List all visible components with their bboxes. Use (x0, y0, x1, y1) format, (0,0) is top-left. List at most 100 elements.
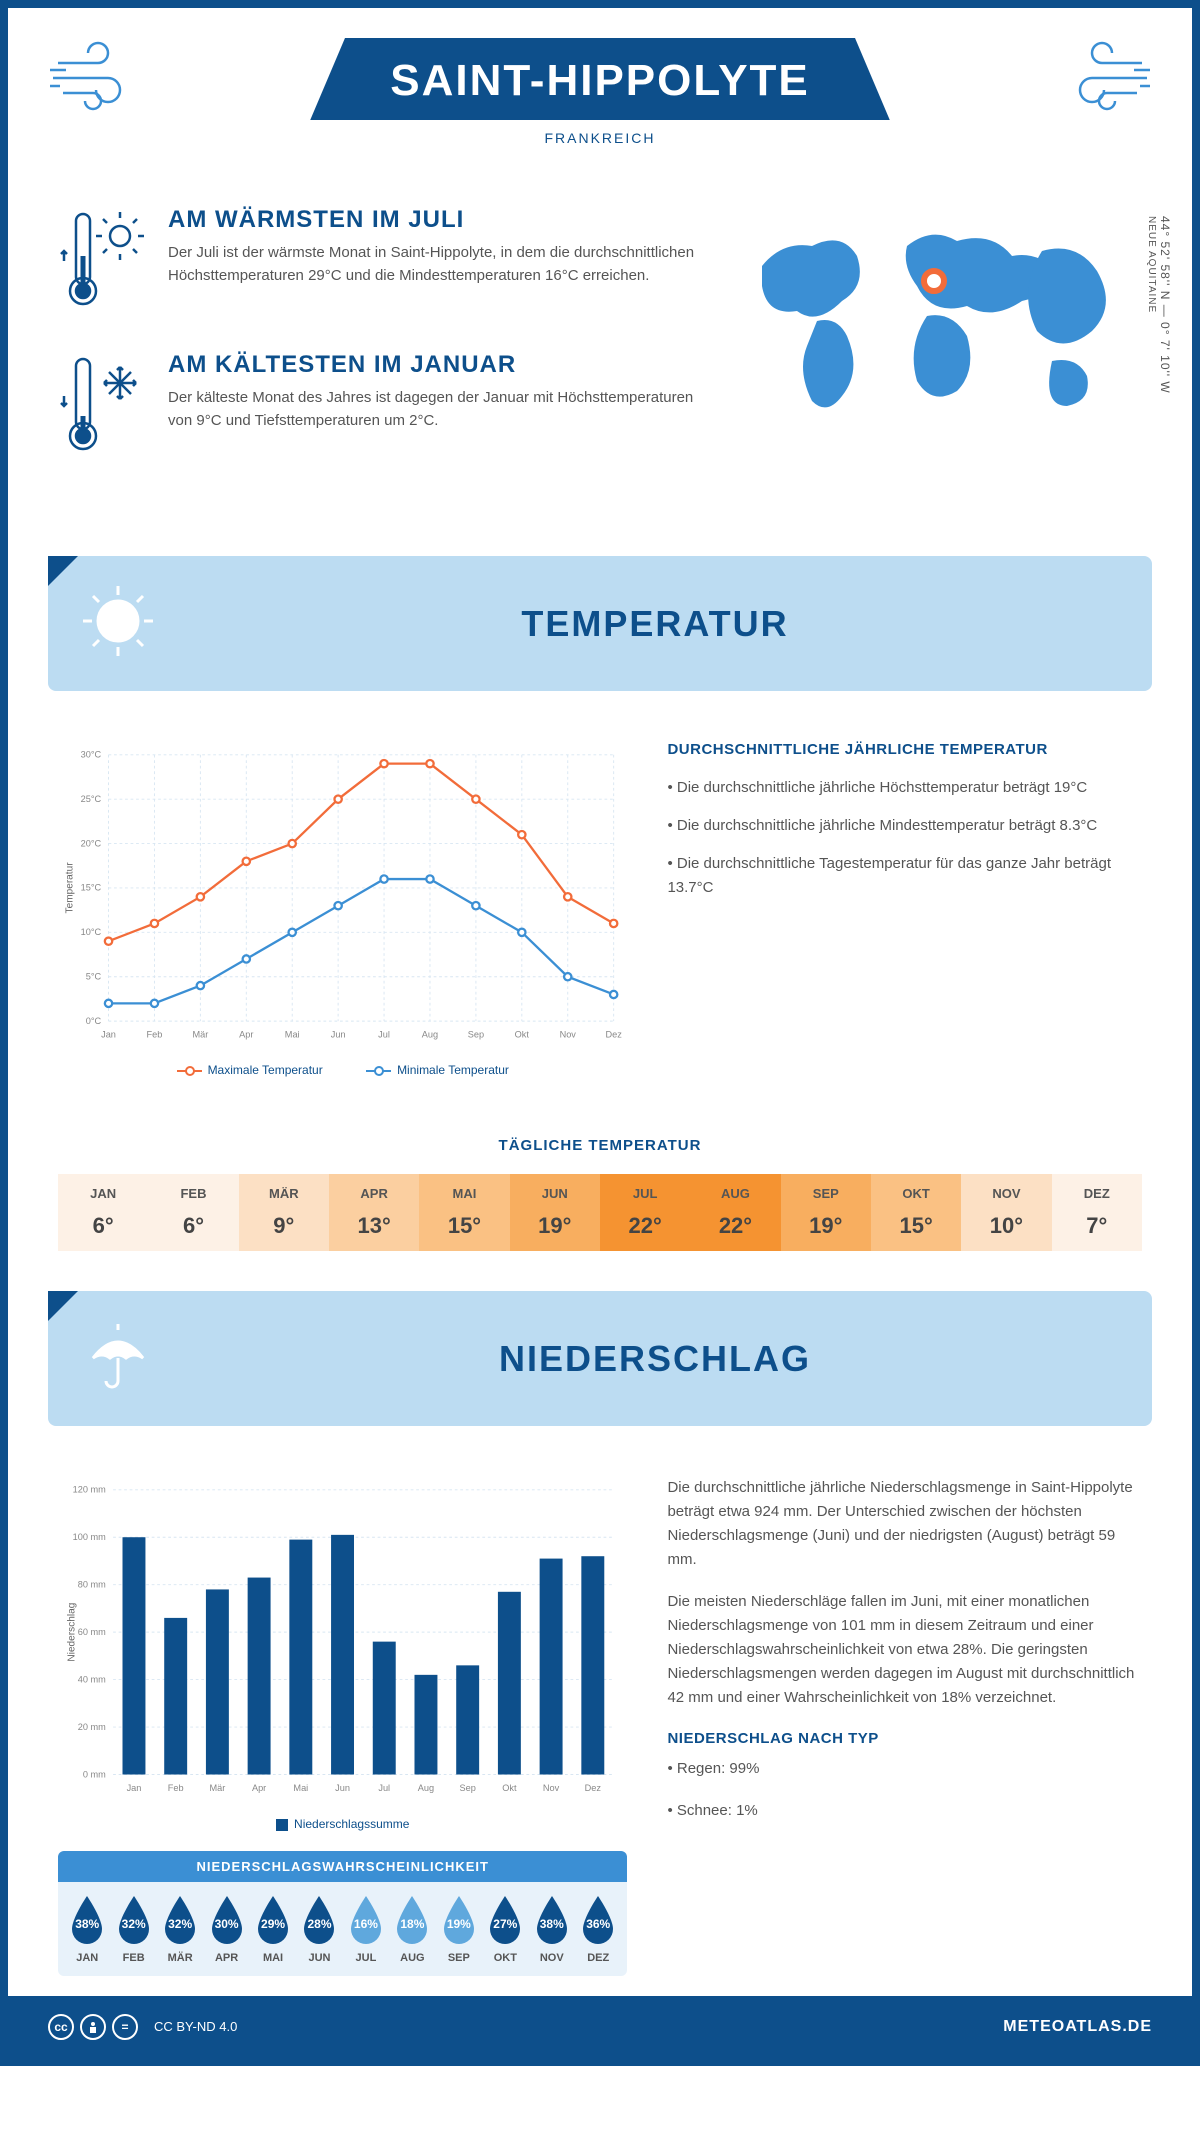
precip-prob-row: 38% JAN 32% FEB 32% MÄR 30% APR (58, 1882, 627, 1976)
svg-text:Apr: Apr (252, 1783, 266, 1793)
banner-corner (48, 1291, 78, 1321)
svg-text:Jun: Jun (335, 1783, 350, 1793)
svg-text:Sep: Sep (468, 1030, 484, 1040)
drop-month: APR (203, 1952, 249, 1964)
svg-text:Dez: Dez (585, 1783, 602, 1793)
precip-para-2: Die meisten Niederschläge fallen im Juni… (667, 1590, 1142, 1710)
drop-cell: 30% APR (203, 1894, 249, 1964)
raindrop-icon: 16% (345, 1894, 387, 1946)
footer: cc = CC BY-ND 4.0 METEOATLAS.DE (8, 1996, 1192, 2058)
raindrop-icon: 18% (391, 1894, 433, 1946)
temp-sidebar-title: DURCHSCHNITTLICHE JÄHRLICHE TEMPERATUR (667, 741, 1142, 758)
warmest-desc: Der Juli ist der wärmste Monat in Saint-… (168, 242, 702, 287)
svg-text:80 mm: 80 mm (78, 1580, 106, 1590)
svg-text:Jan: Jan (101, 1030, 116, 1040)
svg-text:Jan: Jan (127, 1783, 142, 1793)
daily-cell: DEZ 7° (1052, 1174, 1142, 1251)
license-block: cc = CC BY-ND 4.0 (48, 2014, 237, 2040)
daily-cell: JUL 22° (600, 1174, 690, 1251)
svg-text:20 mm: 20 mm (78, 1722, 106, 1732)
precip-type-rain: • Regen: 99% (667, 1757, 1142, 1781)
drop-month: MÄR (157, 1952, 203, 1964)
svg-text:15°C: 15°C (81, 883, 102, 893)
svg-text:Mär: Mär (209, 1783, 225, 1793)
svg-text:Apr: Apr (239, 1030, 253, 1040)
svg-text:Sep: Sep (460, 1783, 476, 1793)
drop-value: 28% (307, 1917, 331, 1931)
legend-max: Maximale Temperatur (208, 1063, 323, 1077)
daily-cell: FEB 6° (148, 1174, 238, 1251)
daily-cell: JUN 19° (510, 1174, 600, 1251)
warmest-block: AM WÄRMSTEN IM JULI Der Juli ist der wär… (58, 206, 702, 321)
svg-text:Mai: Mai (285, 1030, 300, 1040)
coldest-text: AM KÄLTESTEN IM JANUAR Der kälteste Mona… (168, 351, 702, 466)
drop-cell: 32% MÄR (157, 1894, 203, 1964)
temperature-sidebar: DURCHSCHNITTLICHE JÄHRLICHE TEMPERATUR •… (667, 741, 1142, 1077)
raindrop-icon: 32% (113, 1894, 155, 1946)
intro-section: AM WÄRMSTEN IM JULI Der Juli ist der wär… (8, 186, 1192, 536)
coldest-block: AM KÄLTESTEN IM JANUAR Der kälteste Mona… (58, 351, 702, 466)
svg-text:Jul: Jul (378, 1783, 390, 1793)
svg-text:Aug: Aug (418, 1783, 434, 1793)
precipitation-chart: 0 mm20 mm40 mm60 mm80 mm100 mm120 mmJanF… (58, 1476, 627, 1807)
drop-month: MAI (250, 1952, 296, 1964)
drop-cell: 28% JUN (296, 1894, 342, 1964)
daily-value: 19° (785, 1213, 867, 1239)
daily-cell: SEP 19° (781, 1174, 871, 1251)
temperature-chart: 0°C5°C10°C15°C20°C25°C30°CJanFebMärAprMa… (58, 741, 627, 1077)
daily-temp-table: JAN 6° FEB 6° MÄR 9° APR 13° MAI 15° JUN… (58, 1174, 1142, 1251)
daily-value: 22° (694, 1213, 776, 1239)
wind-icon (48, 38, 158, 123)
drop-month: JUL (343, 1952, 389, 1964)
daily-cell: JAN 6° (58, 1174, 148, 1251)
precip-prob-title: NIEDERSCHLAGSWAHRSCHEINLICHKEIT (58, 1851, 627, 1882)
raindrop-icon: 38% (66, 1894, 108, 1946)
precipitation-title: NIEDERSCHLAG (188, 1338, 1122, 1380)
raindrop-icon: 30% (206, 1894, 248, 1946)
wind-icon (1042, 38, 1152, 123)
drop-month: NOV (529, 1952, 575, 1964)
drop-cell: 38% JAN (64, 1894, 110, 1964)
warmest-title: AM WÄRMSTEN IM JULI (168, 206, 702, 234)
drop-cell: 18% AUG (389, 1894, 435, 1964)
svg-text:100 mm: 100 mm (73, 1532, 106, 1542)
raindrop-icon: 28% (298, 1894, 340, 1946)
daily-value: 22° (604, 1213, 686, 1239)
drop-value: 36% (586, 1917, 610, 1931)
sun-icon (78, 581, 158, 666)
daily-value: 10° (965, 1213, 1047, 1239)
precip-legend-label: Niederschlagssumme (294, 1817, 409, 1831)
daily-month: MÄR (243, 1186, 325, 1201)
header: SAINT-HIPPOLYTE FRANKREICH (8, 8, 1192, 186)
precip-type-title: NIEDERSCHLAG NACH TYP (667, 1730, 1142, 1747)
daily-value: 15° (875, 1213, 957, 1239)
daily-cell: NOV 10° (961, 1174, 1051, 1251)
coldest-title: AM KÄLTESTEN IM JANUAR (168, 351, 702, 379)
precip-type-snow: • Schnee: 1% (667, 1799, 1142, 1823)
daily-value: 6° (62, 1213, 144, 1239)
drop-cell: 19% SEP (436, 1894, 482, 1964)
thermometer-snow-icon (58, 351, 148, 466)
umbrella-icon (78, 1316, 158, 1401)
svg-text:10°C: 10°C (81, 927, 102, 937)
svg-text:30°C: 30°C (81, 750, 102, 760)
daily-month: JUN (514, 1186, 596, 1201)
banner-corner (48, 556, 78, 586)
raindrop-icon: 29% (252, 1894, 294, 1946)
drop-cell: 29% MAI (250, 1894, 296, 1964)
daily-value: 6° (152, 1213, 234, 1239)
title-banner: SAINT-HIPPOLYTE (310, 38, 890, 120)
precipitation-legend: Niederschlagssumme (58, 1817, 627, 1831)
warmest-text: AM WÄRMSTEN IM JULI Der Juli ist der wär… (168, 206, 702, 321)
drop-month: OKT (482, 1952, 528, 1964)
temperature-section: 0°C5°C10°C15°C20°C25°C30°CJanFebMärAprMa… (8, 711, 1192, 1107)
precipitation-section: 0 mm20 mm40 mm60 mm80 mm100 mm120 mmJanF… (8, 1446, 1192, 1996)
svg-text:Feb: Feb (168, 1783, 184, 1793)
precip-para-1: Die durchschnittliche jährliche Niedersc… (667, 1476, 1142, 1572)
svg-text:20°C: 20°C (81, 838, 102, 848)
daily-month: MAI (423, 1186, 505, 1201)
subtitle: FRANKREICH (8, 130, 1192, 146)
precipitation-text: Die durchschnittliche jährliche Niedersc… (667, 1476, 1142, 1976)
svg-text:5°C: 5°C (86, 971, 102, 981)
svg-text:Aug: Aug (422, 1030, 438, 1040)
